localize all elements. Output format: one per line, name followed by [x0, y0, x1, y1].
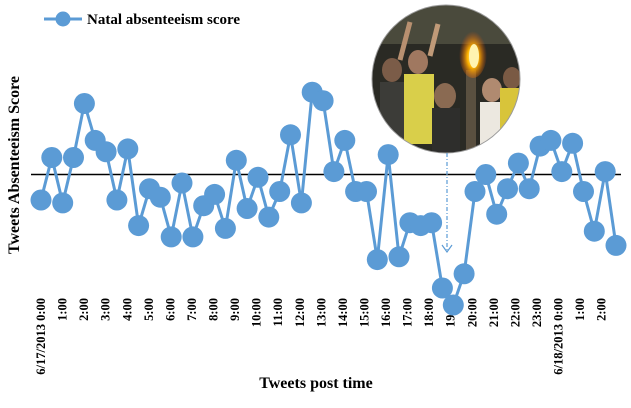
legend-marker — [55, 11, 71, 27]
data-point — [214, 217, 236, 239]
data-point — [52, 192, 74, 214]
data-point — [507, 152, 529, 174]
data-point — [204, 183, 226, 205]
data-point — [334, 129, 356, 151]
data-point — [63, 147, 84, 168]
annotation-arrow — [441, 153, 453, 254]
x-tick-label: 16:00 — [379, 298, 393, 327]
data-point — [366, 249, 388, 271]
data-point — [106, 189, 128, 211]
x-tick-label: 22:00 — [508, 298, 522, 327]
photo-inset-border — [371, 4, 521, 154]
x-tick-label: 3:00 — [99, 298, 113, 321]
data-point — [518, 178, 540, 200]
data-point — [421, 212, 443, 234]
x-tick-label: 20:00 — [465, 298, 479, 327]
x-tick-label: 14:00 — [336, 298, 350, 327]
data-point — [236, 198, 258, 219]
protest-photo-inset — [372, 5, 520, 153]
x-tick-label: 4:00 — [120, 298, 134, 321]
x-tick-label: 15:00 — [357, 298, 371, 327]
x-tick-label: 7:00 — [185, 298, 199, 321]
data-point — [540, 129, 562, 151]
x-tick-label: 21:00 — [487, 298, 501, 327]
x-tick-label: 11:00 — [271, 298, 285, 326]
data-point — [323, 161, 345, 183]
y-axis-title: Tweets Absenteeism Score — [6, 76, 23, 254]
data-point — [247, 166, 269, 188]
x-tick-label: 17:00 — [401, 298, 415, 327]
x-tick-label: 1:00 — [56, 298, 70, 321]
data-point — [453, 263, 475, 285]
x-tick-label: 1:00 — [573, 298, 587, 321]
data-point — [160, 226, 182, 248]
data-point — [475, 164, 497, 185]
data-point — [30, 189, 52, 211]
data-point — [117, 138, 139, 160]
x-tick-label: 8:00 — [207, 298, 221, 321]
data-point — [442, 294, 464, 316]
data-point — [95, 141, 117, 163]
x-tick-label: 13:00 — [314, 298, 328, 327]
x-tick-label: 2:00 — [595, 298, 609, 321]
data-point — [128, 215, 150, 237]
data-point — [388, 246, 410, 268]
x-tick-label: 23:00 — [530, 298, 544, 327]
x-tick-labels: 6/17/2013 0:00 1:00 2:00 3:00 4:00 5:00 6:00 7:… — [34, 298, 609, 375]
data-point — [464, 181, 486, 202]
data-point — [605, 234, 627, 256]
data-point — [594, 161, 616, 183]
x-tick-label: 6/18/2013 0:00 — [552, 298, 566, 375]
data-point — [497, 178, 518, 200]
data-point — [171, 172, 193, 194]
data-point — [182, 226, 204, 248]
x-tick-label: 6/17/2013 0:00 — [34, 298, 48, 375]
data-point — [258, 206, 280, 228]
x-tick-label: 12:00 — [293, 298, 307, 327]
data-point — [573, 181, 594, 202]
data-point — [377, 144, 399, 166]
data-point — [280, 124, 301, 146]
data-point — [583, 220, 605, 242]
legend: Natal absenteeism score — [44, 11, 240, 28]
data-point — [312, 90, 334, 112]
data-point — [356, 181, 377, 202]
x-tick-label: 18:00 — [422, 298, 436, 327]
series-markers — [30, 81, 627, 316]
x-tick-label: 2:00 — [77, 298, 91, 321]
x-axis-title: Tweets post time — [259, 375, 372, 392]
data-point — [551, 161, 573, 183]
data-point — [269, 181, 291, 202]
data-point — [562, 132, 584, 154]
x-tick-label: 6:00 — [163, 298, 177, 321]
data-point — [149, 186, 171, 208]
data-point — [486, 203, 508, 225]
data-point — [73, 93, 95, 114]
data-point — [431, 277, 453, 299]
x-tick-label: 5:00 — [142, 298, 156, 321]
legend-label: Natal absenteeism score — [87, 12, 240, 28]
x-tick-label: 9:00 — [228, 298, 242, 321]
x-tick-label: 10:00 — [250, 298, 264, 327]
data-point — [290, 192, 312, 214]
data-point — [225, 149, 247, 171]
data-point — [41, 147, 63, 168]
